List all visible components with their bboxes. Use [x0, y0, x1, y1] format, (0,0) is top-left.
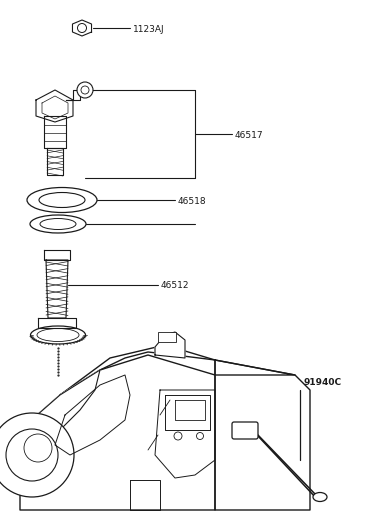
Text: 91940C: 91940C	[304, 378, 342, 387]
Polygon shape	[44, 250, 70, 260]
Polygon shape	[60, 345, 295, 395]
Ellipse shape	[27, 187, 97, 213]
Ellipse shape	[313, 492, 327, 501]
Circle shape	[0, 413, 74, 497]
FancyBboxPatch shape	[232, 422, 258, 439]
Ellipse shape	[40, 218, 76, 230]
Polygon shape	[215, 360, 310, 510]
Ellipse shape	[31, 326, 86, 344]
Text: 46517: 46517	[235, 131, 264, 140]
Polygon shape	[47, 148, 63, 175]
Polygon shape	[155, 332, 185, 358]
Text: 1123AJ: 1123AJ	[133, 24, 165, 33]
Circle shape	[77, 82, 93, 98]
Polygon shape	[38, 318, 76, 328]
Ellipse shape	[39, 193, 85, 207]
Polygon shape	[20, 352, 215, 510]
Polygon shape	[66, 90, 80, 100]
Text: 46518: 46518	[178, 196, 207, 205]
Polygon shape	[73, 20, 92, 36]
Polygon shape	[36, 90, 73, 122]
Bar	[158, 332, 176, 342]
Polygon shape	[44, 116, 66, 148]
Text: 46512: 46512	[161, 281, 189, 290]
Polygon shape	[46, 260, 68, 318]
Polygon shape	[12, 370, 100, 460]
Ellipse shape	[30, 215, 86, 233]
